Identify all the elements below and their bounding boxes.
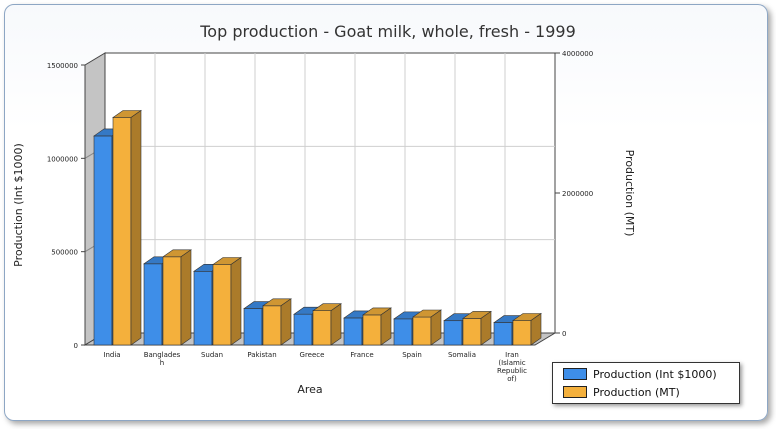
bars-group [93, 109, 542, 346]
bar-mt-0 [112, 109, 142, 346]
y-tick-label-left: 500000 [51, 249, 78, 257]
bar-mt-7 [462, 310, 492, 346]
chart-title: Top production - Goat milk, whole, fresh… [199, 22, 576, 41]
x-tick-label: Sudan [201, 351, 223, 359]
bar-side [280, 298, 292, 346]
bar-front [393, 318, 413, 346]
bar-side [480, 310, 492, 346]
bar-side [330, 303, 342, 346]
bar-mt-3 [262, 298, 292, 346]
x-tick-label: India [103, 351, 120, 359]
x-tick-label: Spain [402, 351, 422, 359]
axes-group: 0 500000 1000000 1500000 0 2000000 4000000 Indi… [47, 50, 593, 383]
x-tick-label: Pakistan [247, 351, 276, 359]
legend-swatch-series-1 [563, 368, 587, 380]
x-tick-label-line: h [160, 359, 164, 367]
bar-front [112, 117, 132, 346]
bar-mt-5 [362, 307, 392, 346]
bar-front [362, 314, 382, 346]
y-tick-label-left: 0 [74, 342, 78, 350]
bar-front [312, 310, 332, 346]
x-tick-label-line: Spain [402, 351, 422, 359]
bar-front [212, 264, 232, 346]
bar-front [243, 308, 263, 346]
x-tick-label: Banglades h [144, 351, 181, 367]
bar-front [443, 320, 463, 346]
legend: Production (Int $1000) Production (MT) [552, 362, 740, 404]
bar-front [162, 256, 182, 346]
bar-side [230, 256, 242, 346]
bar-side [180, 249, 192, 346]
bar-mt-8 [512, 312, 542, 346]
y-axis-label-right: Production (MT) [623, 150, 636, 237]
bar-front [143, 263, 163, 346]
x-axis-label: Area [297, 383, 322, 396]
y-axis-label-left: Production (Int $1000) [12, 143, 25, 267]
bar-front [293, 313, 313, 346]
legend-item-series-2: Production (MT) [563, 385, 739, 399]
x-tick-label-line: France [350, 351, 373, 359]
y-tick-label-right: 4000000 [562, 50, 593, 58]
bar-front [412, 316, 432, 346]
bar-front [512, 320, 532, 346]
bar-front [343, 317, 363, 346]
y-tick-label-left: 1500000 [47, 62, 78, 70]
bar-mt-1 [162, 249, 192, 346]
bar-mt-6 [412, 309, 442, 346]
x-tick-label: Somalia [448, 351, 476, 359]
x-tick-label: Iran (Islamic Republic of) [497, 351, 527, 383]
bar-front [493, 322, 513, 346]
bar-side [380, 307, 392, 346]
y-tick-label-right: 2000000 [562, 190, 593, 198]
bar-side [530, 312, 542, 346]
x-tick-label-line: India [103, 351, 120, 359]
bar-front [462, 318, 482, 346]
y-tick-label-left: 1000000 [47, 155, 78, 163]
legend-label-series-1: Production (Int $1000) [593, 367, 717, 381]
x-tick-label-line: of) [507, 375, 517, 383]
legend-label-series-2: Production (MT) [593, 385, 680, 399]
x-tick-label: France [350, 351, 373, 359]
x-tick-label-line: Somalia [448, 351, 476, 359]
bar-side [430, 309, 442, 346]
bar-side [130, 109, 142, 346]
bar-mt-2 [212, 256, 242, 346]
x-tick-label-line: (Islamic [498, 359, 525, 367]
x-tick-label-line: Sudan [201, 351, 223, 359]
bar-front [193, 270, 213, 346]
x-tick-label: Greece [300, 351, 325, 359]
x-tick-label-line: Greece [300, 351, 325, 359]
x-tick-label-line: Banglades [144, 351, 181, 359]
bar-mt-4 [312, 303, 342, 346]
x-tick-label-line: Iran [505, 351, 519, 359]
bar-front [262, 305, 282, 346]
y-tick-label-right: 0 [562, 330, 566, 338]
legend-swatch-series-2 [563, 386, 587, 398]
x-tick-label-line: Republic [497, 367, 527, 375]
x-tick-label-line: Pakistan [247, 351, 276, 359]
legend-item-series-1: Production (Int $1000) [563, 367, 739, 381]
bar-front [93, 135, 113, 346]
